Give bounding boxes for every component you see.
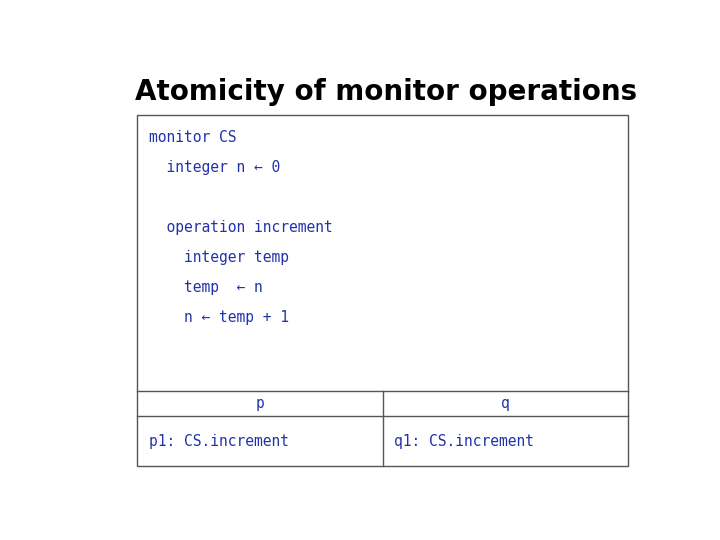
Text: n ← temp + 1: n ← temp + 1 <box>148 310 289 325</box>
Text: monitor CS: monitor CS <box>148 130 236 145</box>
Text: p: p <box>256 396 264 411</box>
Text: integer n ← 0: integer n ← 0 <box>148 160 280 175</box>
Text: Atomicity of monitor operations: Atomicity of monitor operations <box>135 78 636 106</box>
Text: operation increment: operation increment <box>148 220 333 235</box>
Text: p1: CS.increment: p1: CS.increment <box>148 434 289 449</box>
Text: q1: CS.increment: q1: CS.increment <box>394 434 534 449</box>
Bar <box>138 114 629 466</box>
Text: temp  ← n: temp ← n <box>148 280 262 295</box>
Text: q: q <box>501 396 510 411</box>
Text: integer temp: integer temp <box>148 250 289 265</box>
